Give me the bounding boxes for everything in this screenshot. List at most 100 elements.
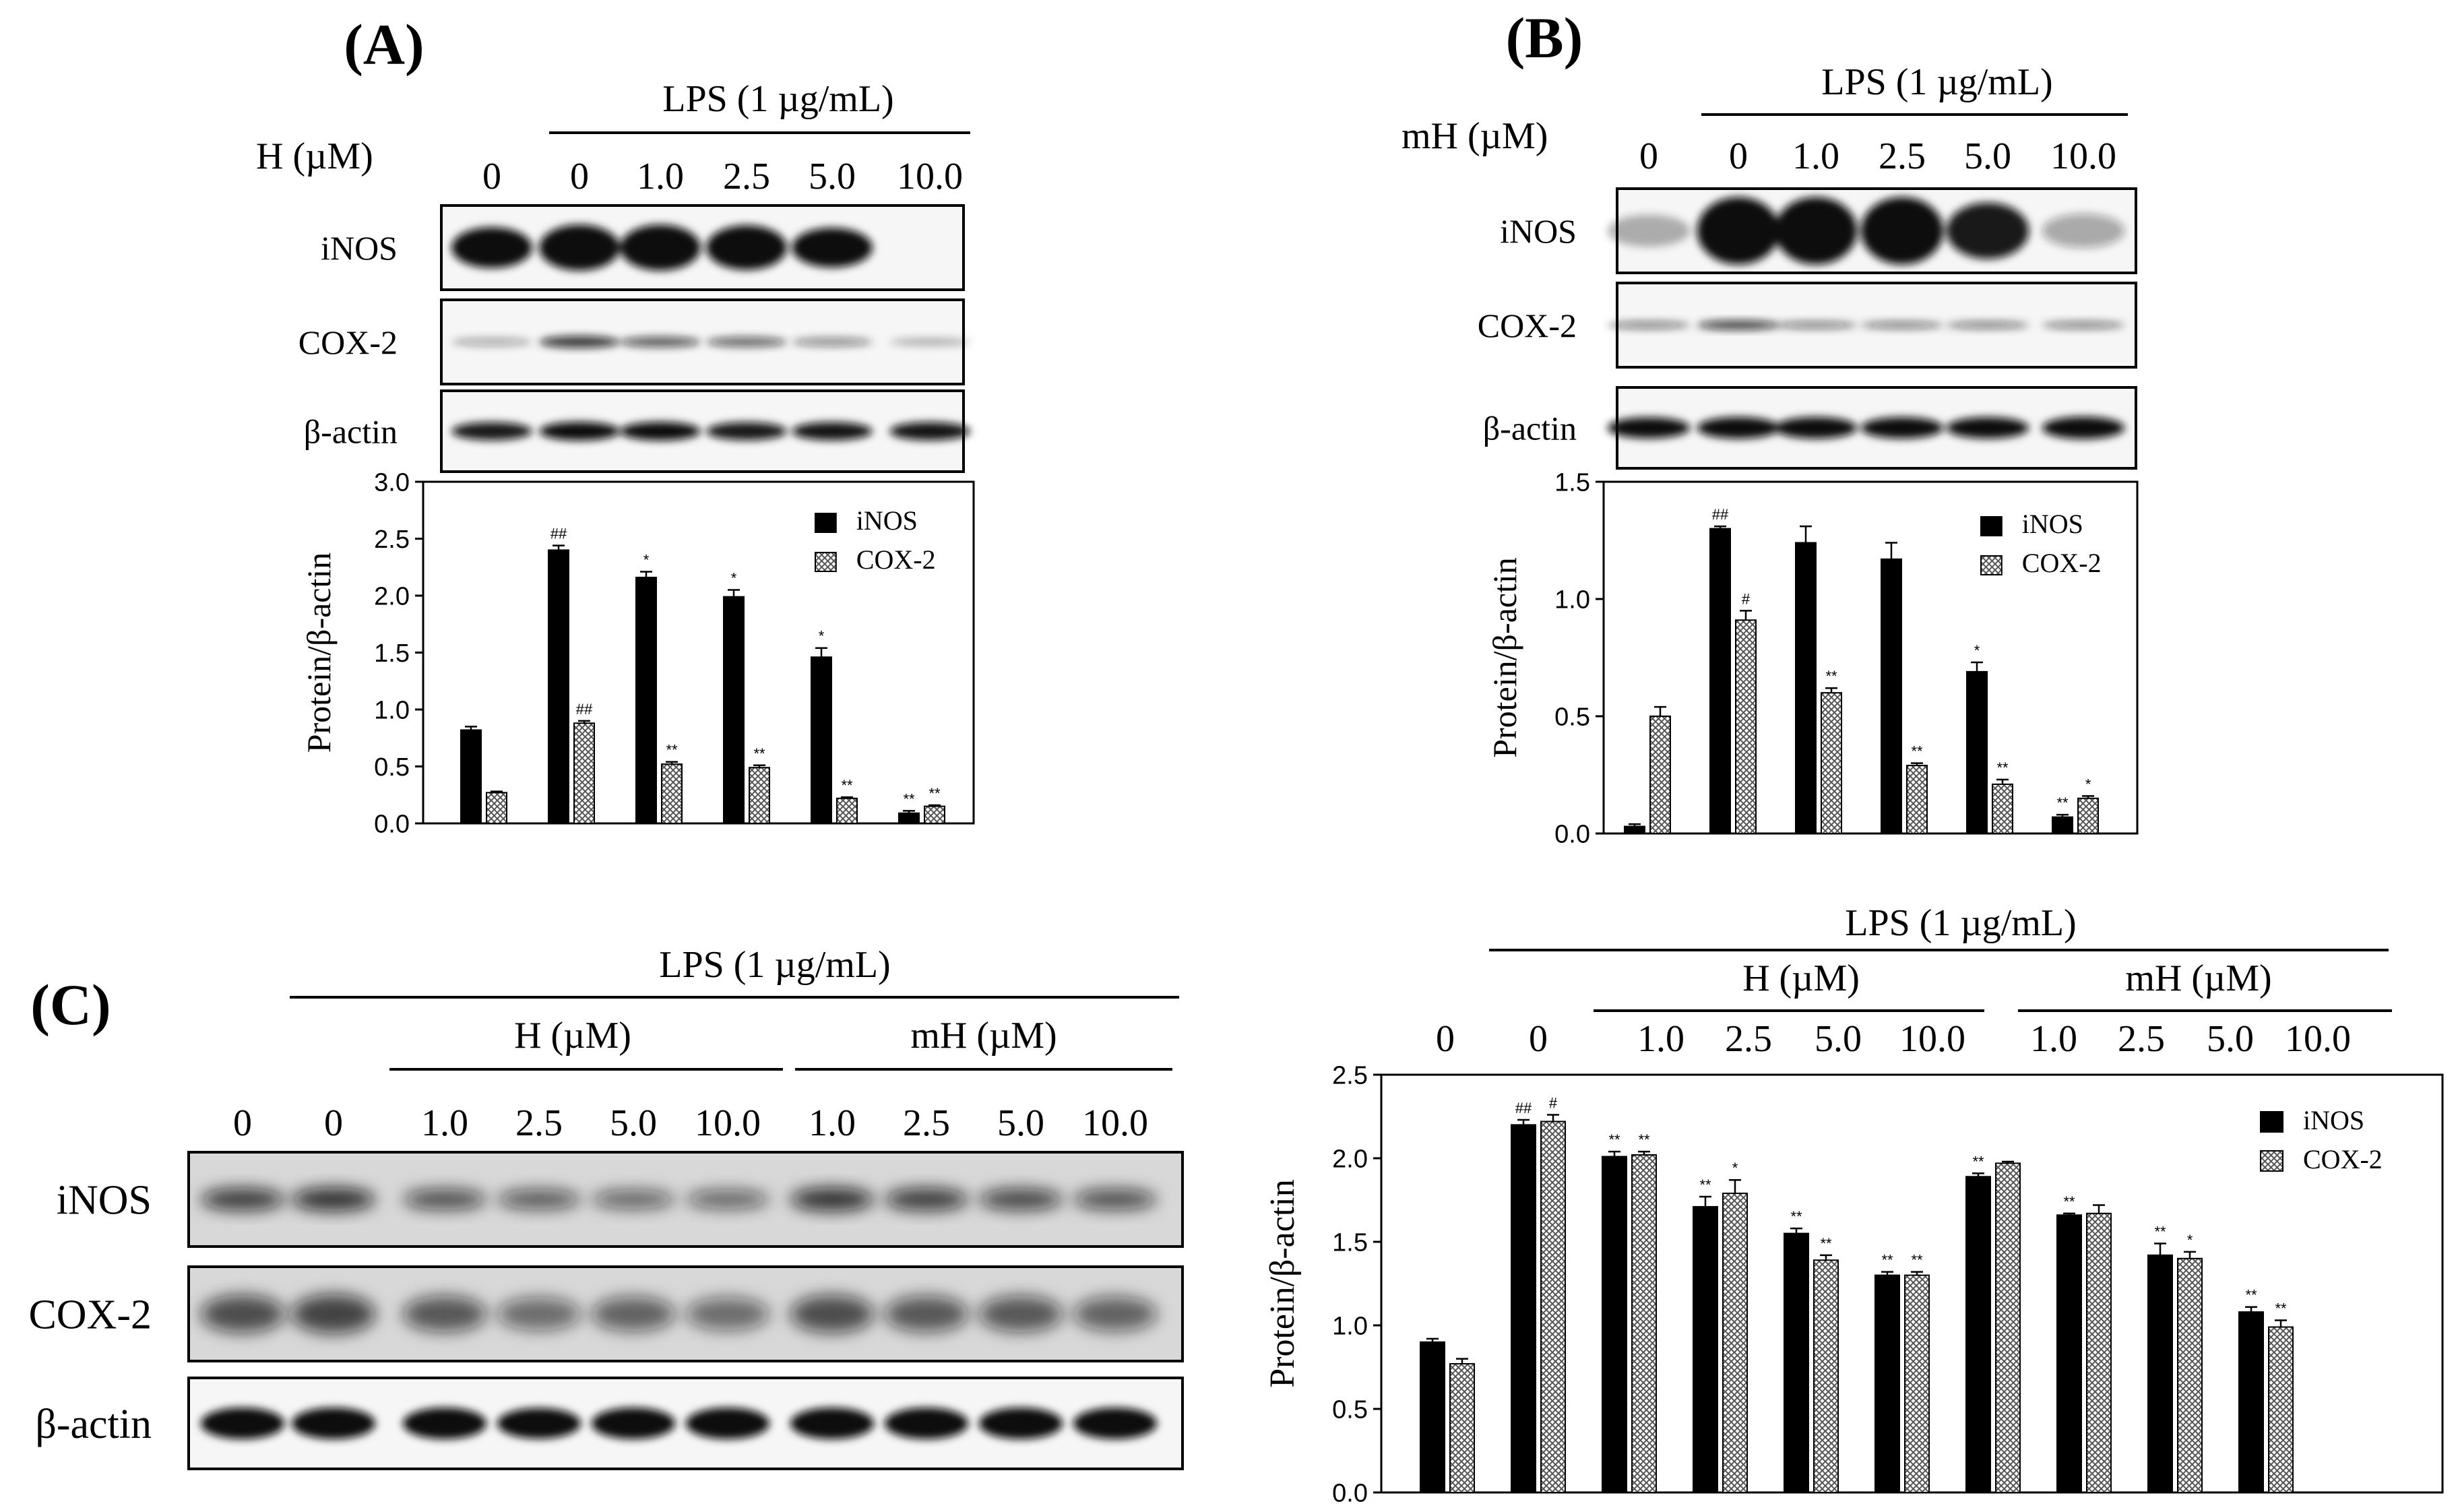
bar-cox-2 — [2268, 1326, 2294, 1493]
significance-mark: * — [1974, 642, 1980, 659]
blot-band — [402, 1189, 487, 1210]
blot-band — [539, 224, 620, 271]
bar-inos — [1874, 1274, 1900, 1493]
lane-label: 1.0 — [809, 1102, 856, 1144]
bar-cox-2 — [2086, 1212, 2112, 1493]
significance-mark: ## — [576, 701, 593, 718]
bar-inos — [1784, 1232, 1809, 1493]
lane-label: 5.0 — [1964, 135, 2011, 177]
lane-label: 0 — [233, 1102, 252, 1144]
significance-mark: ## — [550, 526, 567, 542]
panel-c-label: (C) — [30, 972, 111, 1037]
y-axis-label: Protein/β-actin — [1263, 1179, 1302, 1388]
bar-cox-2 — [749, 767, 770, 824]
panel-a-blots: iNOS COX-2 β-actin — [298, 204, 970, 473]
blot-band — [1946, 417, 2029, 439]
bar-inos — [723, 596, 745, 824]
lane-label: 1.0 — [637, 156, 684, 197]
y-tick-label: 0.5 — [374, 753, 410, 782]
y-tick-label: 2.5 — [374, 526, 410, 554]
significance-mark: ** — [2056, 794, 2069, 811]
significance-mark: ** — [841, 777, 853, 794]
bar-cox-2 — [661, 763, 683, 824]
significance-mark: ** — [1790, 1208, 1802, 1225]
significance-mark: * — [1732, 1160, 1738, 1176]
blot-band — [2042, 416, 2125, 439]
blot-label: β-actin — [304, 413, 398, 451]
y-tick-label: 0.0 — [1554, 820, 1590, 848]
panel-b-lps-label: LPS (1 µg/mL) — [1821, 61, 2052, 103]
blot-band — [884, 1188, 969, 1211]
blot-band — [497, 1408, 581, 1439]
significance-mark: * — [819, 628, 825, 645]
bar-inos — [2052, 816, 2073, 835]
bar-inos — [811, 656, 832, 825]
panel-b: (B) LPS (1 µg/mL) mH (µM) 0 0 1.0 2.5 5.0 10.… — [1401, 5, 2137, 470]
chart-c-mh-group: mH (µM) — [2125, 957, 2271, 999]
lane-label: 10.0 — [1899, 1018, 1965, 1060]
significance-mark: # — [1742, 590, 1751, 607]
blot-label: iNOS — [1500, 212, 1577, 250]
significance-mark: ** — [2245, 1287, 2257, 1304]
blot-band — [620, 336, 701, 348]
blot-band — [1774, 197, 1858, 265]
legend-swatch — [815, 513, 837, 533]
bar-cox-2 — [1904, 1274, 1930, 1493]
panel-a-dose-label: H (µM) — [256, 135, 373, 177]
legend-swatch — [815, 552, 837, 572]
blot-band — [620, 224, 701, 271]
bar-cox-2 — [1722, 1193, 1748, 1493]
significance-mark: ** — [2275, 1300, 2287, 1317]
bar-cox-2 — [1995, 1162, 2021, 1493]
bar-inos — [1511, 1124, 1536, 1493]
y-tick-label: 1.0 — [1554, 586, 1590, 614]
blot-band — [200, 1408, 285, 1439]
legend-label: iNOS — [2022, 509, 2083, 539]
y-axis-label: Protein/β-actin — [1486, 557, 1523, 758]
chart-c-lps-label: LPS (1 µg/mL) — [1845, 902, 2076, 944]
bar-inos — [548, 549, 569, 825]
lane-label: 0 — [324, 1102, 343, 1144]
blot-band — [1946, 321, 2029, 329]
chart-b: 0.00.51.01.5Protein/β-actin###**********… — [1486, 468, 2139, 848]
lane-label: 5.0 — [2207, 1018, 2254, 1060]
lane-label: 5.0 — [997, 1102, 1044, 1144]
lane-label: 10.0 — [1082, 1102, 1148, 1144]
significance-mark: ** — [1820, 1235, 1832, 1252]
blot-band — [978, 1408, 1063, 1439]
blot-band — [451, 227, 532, 268]
blot-band — [685, 1189, 770, 1209]
significance-mark: # — [1549, 1095, 1558, 1112]
bar-inos — [1602, 1156, 1627, 1494]
blot-band — [200, 1295, 285, 1333]
blot-label: β-actin — [1483, 410, 1577, 447]
lane-label: 2.5 — [515, 1102, 563, 1144]
lane-label: 0 — [1436, 1018, 1455, 1060]
blot-band — [1073, 1296, 1158, 1331]
bar-inos — [1795, 542, 1817, 834]
blot-band — [978, 1296, 1063, 1332]
blot-band — [1774, 416, 1858, 439]
blot-band — [1607, 417, 1691, 439]
blot-band — [790, 1295, 875, 1333]
bar-cox-2 — [1821, 692, 1842, 834]
legend-label: iNOS — [2303, 1105, 2364, 1135]
blot-band — [1607, 214, 1691, 247]
lane-label: 5.0 — [610, 1102, 657, 1144]
bar-inos — [635, 576, 657, 825]
panel-c-blots: iNOS COX-2 β-actin — [28, 1151, 1184, 1470]
bar-cox-2 — [486, 792, 507, 824]
blot-band — [620, 422, 701, 441]
panel-c-chart-header: LPS (1 µg/mL) H (µM) mH (µM) 0 0 1.0 2.5 5.0… — [1436, 902, 2392, 1060]
significance-mark: ** — [1972, 1153, 1984, 1170]
bar-cox-2 — [1813, 1259, 1839, 1494]
bar-cox-2 — [1631, 1154, 1657, 1494]
significance-mark: * — [2085, 776, 2091, 792]
blot-label: COX-2 — [1478, 307, 1577, 344]
blot-label: COX-2 — [28, 1292, 152, 1338]
blot-frame — [440, 204, 965, 291]
blot-band — [200, 1188, 285, 1211]
blot-band — [451, 338, 532, 346]
significance-mark: ** — [753, 745, 765, 762]
